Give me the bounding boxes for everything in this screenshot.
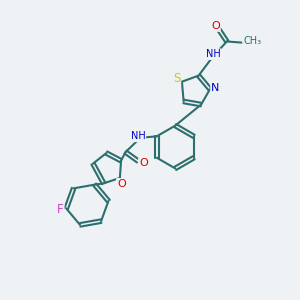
Text: S: S [173,72,180,85]
Text: F: F [57,203,64,217]
Text: NH: NH [130,131,146,141]
Text: NH: NH [206,49,221,59]
Text: N: N [211,83,220,93]
Text: O: O [211,21,220,31]
Text: O: O [139,158,148,168]
Text: O: O [117,179,126,189]
Text: CH₃: CH₃ [243,36,261,46]
